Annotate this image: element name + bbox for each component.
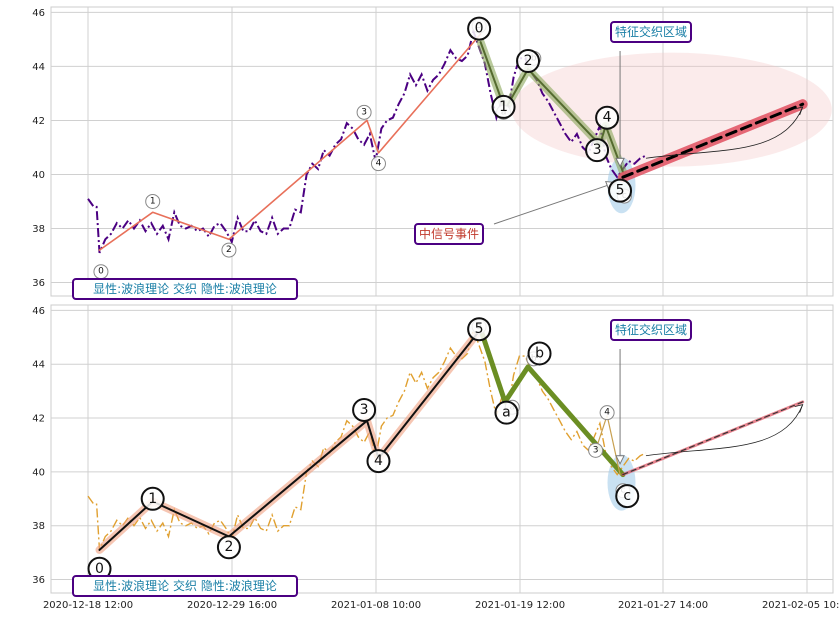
wave-label: 2 — [226, 245, 232, 255]
plot-frame — [50, 304, 834, 594]
x-tick-label: 2020-12-29 16:00 — [187, 600, 277, 611]
wave-label-circle — [494, 400, 519, 425]
wave-label-circle — [527, 341, 552, 366]
wave-label-circle — [370, 156, 386, 172]
wave-label-circle — [221, 242, 237, 258]
wave-label: 3 — [593, 445, 599, 455]
price-series-line — [87, 27, 647, 254]
wave-label-circle — [585, 138, 610, 163]
projection-arrowhead — [794, 404, 804, 413]
top-panel: 3638404244460123450a1b234c5显性:波浪理论 交织 隐性… — [32, 6, 834, 300]
y-tick-label: 38 — [32, 521, 45, 532]
x-tick-label: 2021-02-05 10:00 — [762, 600, 839, 611]
wave-line — [98, 328, 482, 551]
event-label-box-text: 中信号事件 — [419, 226, 479, 241]
wave-label: 4 — [376, 159, 382, 169]
wave-line — [621, 102, 805, 179]
wave-label: 4 — [604, 408, 610, 418]
wave-line — [478, 326, 626, 478]
wave-label-circle — [595, 105, 620, 130]
wave-label: 1 — [148, 491, 157, 507]
wave-label: c — [623, 488, 631, 504]
y-tick-label: 36 — [32, 278, 45, 289]
x-tick-label: 2021-01-27 14:00 — [618, 600, 708, 611]
projection-arrow — [645, 404, 804, 457]
x-tick-label: 2021-01-19 12:00 — [475, 600, 565, 611]
zone-label-box — [610, 21, 692, 43]
wave-label: 5 — [475, 321, 484, 337]
y-tick-label: 40 — [32, 467, 45, 478]
wave-label-circle — [588, 442, 604, 458]
wave-label-circle — [599, 405, 615, 421]
y-tick-label: 44 — [32, 62, 45, 73]
wave-label-circle — [356, 104, 372, 120]
wave-label: 0 — [475, 21, 484, 37]
overlay-label-box — [72, 575, 298, 597]
zone-label-box-text: 特征交织区域 — [615, 24, 687, 39]
wave-label: 0 — [98, 267, 104, 277]
zone-pointer-arrowhead — [615, 157, 625, 168]
wave-label-circle — [216, 535, 241, 560]
wave-label: 3 — [593, 142, 602, 158]
wave-label-circle — [352, 397, 377, 422]
wave-label-circle — [145, 193, 161, 209]
wave-label: 3 — [360, 402, 369, 418]
projection-arrowhead — [794, 106, 804, 116]
x-tick-label: 2021-01-08 10:00 — [331, 600, 421, 611]
x-tick-label: 2020-12-18 12:00 — [43, 600, 133, 611]
wave-label: 5 — [616, 183, 625, 199]
y-tick-label: 36 — [32, 575, 45, 586]
zone-label-box — [610, 319, 692, 341]
x-axis: 2020-12-18 12:00 2020-12-29 16:00 2021-01-… — [43, 600, 839, 611]
wave-label: a — [502, 405, 511, 421]
y-tick-label: 46 — [32, 306, 45, 317]
wave-label: 1 — [150, 196, 156, 206]
event-pointer-arrow — [493, 182, 616, 225]
wave-label-circle — [467, 16, 492, 41]
wave-label-circle — [366, 449, 391, 474]
event-label-box — [414, 223, 484, 245]
wave-line — [98, 33, 482, 251]
projection-arrow — [645, 106, 804, 159]
y-tick-label: 46 — [32, 8, 45, 19]
overlay-label-box — [72, 278, 298, 300]
wave-label: b — [535, 345, 544, 361]
bottom-panel: 3638404244460123455aabb34cc显性:波浪理论 交织 隐性… — [32, 304, 834, 597]
wave-label: 1 — [499, 99, 508, 115]
zone-label-box-text: 特征交织区域 — [615, 322, 687, 337]
wave-label: 3 — [361, 107, 367, 117]
wave-label-circle — [608, 178, 633, 203]
y-tick-label: 38 — [32, 224, 45, 235]
overlay-label-box-text: 显性:波浪理论 交织 隐性:波浪理论 — [93, 281, 277, 296]
wave-label-circle — [516, 49, 541, 74]
wave-label: 2 — [524, 53, 533, 69]
y-tick-label: 44 — [32, 360, 45, 371]
overlay-label-box-text: 显性:波浪理论 交织 隐性:波浪理论 — [93, 578, 277, 593]
wave-label: 4 — [374, 453, 383, 469]
wave-label: 4 — [603, 110, 612, 126]
wave-label: 0 — [95, 561, 104, 577]
y-tick-label: 42 — [32, 116, 45, 127]
zone-pointer-arrowhead — [615, 455, 625, 465]
wave-label-circle — [140, 486, 165, 511]
wave-label-circle — [615, 484, 640, 509]
y-tick-label: 42 — [32, 414, 45, 425]
wave-label-circle — [491, 94, 516, 119]
y-tick-label: 40 — [32, 170, 45, 181]
wave-label-circle — [467, 317, 492, 342]
wave-line — [622, 401, 804, 476]
plot-frame — [50, 6, 834, 297]
wave-label: 2 — [224, 539, 233, 555]
